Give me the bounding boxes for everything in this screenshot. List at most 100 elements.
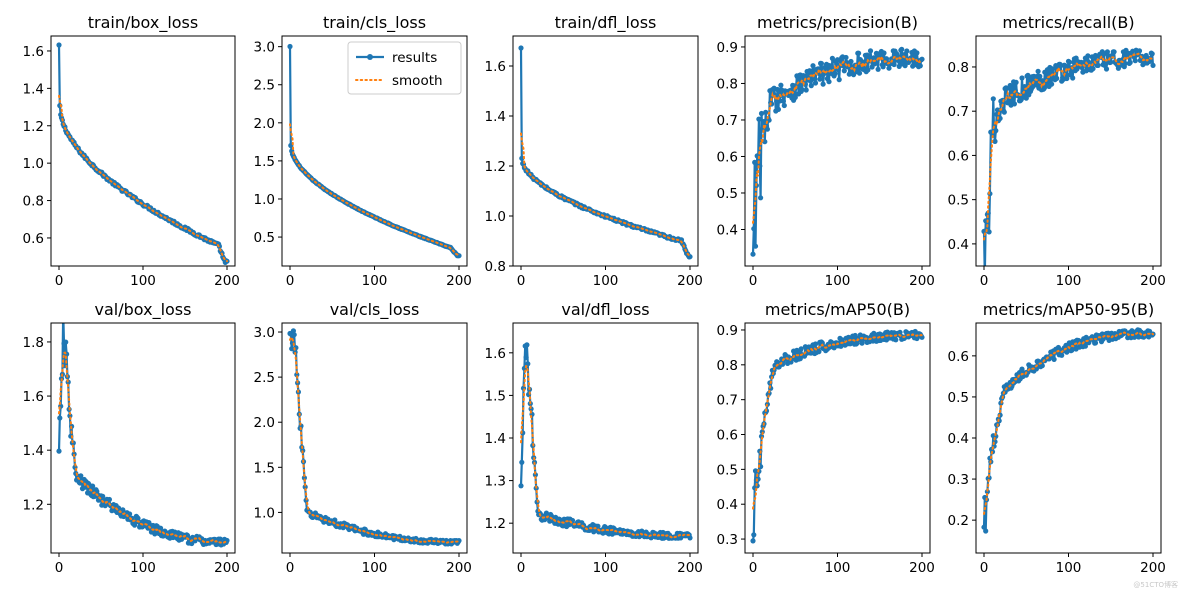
results-point: [848, 58, 854, 65]
y-tick-label: 0.6: [948, 148, 969, 164]
results-point: [1019, 75, 1025, 81]
y-tick-label: 1.8: [23, 335, 44, 351]
subplot-metrics-recall-b-: metrics/recall(B) 0 100 200 0.4 0.5 0.6 0.7 0.8: [948, 13, 1166, 289]
smooth-series-line: [520, 132, 691, 257]
results-point: [301, 475, 307, 481]
y-tick-label: 0.3: [948, 472, 969, 488]
legend-results-marker: [367, 54, 373, 60]
y-tick-label: 0.4: [717, 222, 738, 238]
y-tick-label: 1.3: [485, 474, 506, 490]
results-point: [983, 528, 989, 534]
results-point: [1132, 58, 1138, 64]
x-tick-label: 0: [980, 560, 989, 576]
subplot-val-cls-loss: val/cls_loss 0 100 200 1.0 1.5 2.0 2.5 3.0: [254, 300, 472, 576]
x-tick-label: 200: [1140, 560, 1166, 576]
results-point: [836, 77, 842, 83]
results-point: [880, 64, 886, 70]
y-tick-label: 0.5: [948, 390, 969, 406]
results-point: [798, 346, 804, 352]
x-tick-label: 100: [593, 560, 619, 576]
results-point: [816, 349, 822, 355]
smooth-series-line: [58, 351, 228, 544]
y-tick-label: 1.4: [485, 431, 506, 447]
results-point: [287, 43, 293, 50]
results-point: [1108, 59, 1114, 65]
results-point: [867, 48, 874, 54]
results-point: [904, 48, 910, 54]
results-point: [917, 63, 923, 69]
results-point: [56, 448, 62, 454]
results-point: [1103, 66, 1110, 72]
results-point: [832, 71, 838, 77]
results-point: [865, 67, 871, 73]
y-tick-label: 0.7: [948, 104, 969, 120]
results-point: [819, 340, 825, 346]
x-tick-label: 200: [909, 560, 935, 576]
x-tick-label: 100: [593, 273, 619, 289]
subplot-train-dfl-loss: train/dfl_loss 0 100 200 0.8 1.0 1.2 1.4 1.6: [485, 13, 703, 289]
smooth-series-line: [983, 331, 1154, 515]
x-tick-label: 0: [286, 560, 295, 576]
y-tick-label: 1.5: [254, 460, 275, 476]
x-tick-label: 100: [130, 273, 156, 289]
subplot-title: val/box_loss: [95, 300, 192, 320]
y-tick-label: 0.4: [948, 237, 969, 253]
results-point: [764, 126, 771, 132]
y-tick-label: 0.6: [948, 349, 969, 365]
subplot-title: metrics/precision(B): [757, 13, 918, 32]
results-point: [82, 484, 88, 490]
results-point: [1059, 352, 1065, 358]
results-point: [778, 82, 784, 88]
results-point: [1149, 51, 1155, 57]
results-point: [1035, 68, 1041, 74]
subplot-title: train/cls_loss: [323, 13, 426, 33]
legend: results smooth: [347, 41, 462, 95]
results-point: [817, 76, 823, 82]
y-tick-label: 1.4: [485, 109, 506, 125]
x-tick-label: 0: [517, 560, 526, 576]
results-point: [919, 56, 925, 62]
y-tick-label: 1.5: [485, 388, 506, 404]
results-point: [992, 138, 998, 144]
y-tick-label: 2.0: [254, 415, 275, 431]
results-point: [751, 532, 757, 538]
y-tick-label: 1.2: [485, 516, 506, 532]
y-tick-label: 1.0: [254, 505, 275, 521]
y-tick-label: 1.0: [485, 209, 506, 225]
results-series-line: [57, 323, 229, 547]
results-point: [1013, 79, 1019, 85]
results-point: [984, 489, 991, 495]
results-point: [1103, 61, 1109, 67]
y-tick-label: 1.6: [485, 346, 506, 362]
results-point: [886, 65, 892, 71]
results-point: [761, 118, 767, 125]
results-point: [883, 56, 890, 62]
results-point: [781, 102, 787, 109]
y-tick-label: 0.4: [948, 431, 969, 447]
subplot-title: train/box_loss: [88, 13, 198, 33]
subplot-train-box-loss: train/box_loss 0 100 200 0.6 0.8 1.0 1.2 1.4 1.6: [23, 13, 240, 289]
results-point: [524, 342, 530, 348]
smooth-series-line: [752, 54, 923, 224]
results-point: [827, 63, 833, 69]
results-point: [856, 70, 863, 76]
results-point: [1111, 49, 1117, 55]
results-point: [856, 50, 862, 56]
results-point: [1070, 75, 1076, 81]
results-point: [595, 523, 601, 529]
subplot-title: metrics/mAP50-95(B): [983, 300, 1154, 319]
results-point: [1049, 81, 1055, 87]
y-tick-label: 0.8: [485, 259, 506, 275]
x-tick-label: 0: [517, 273, 526, 289]
results-point: [826, 79, 832, 85]
results-point: [818, 60, 825, 67]
results-point: [1066, 59, 1072, 65]
x-tick-label: 0: [749, 273, 758, 289]
results-point: [90, 483, 96, 489]
results-point: [518, 45, 524, 51]
x-tick-label: 100: [1056, 560, 1082, 576]
results-point: [881, 50, 887, 56]
x-tick-label: 200: [446, 273, 472, 289]
y-tick-label: 2.0: [254, 116, 275, 132]
subplot-title: val/dfl_loss: [561, 300, 649, 320]
